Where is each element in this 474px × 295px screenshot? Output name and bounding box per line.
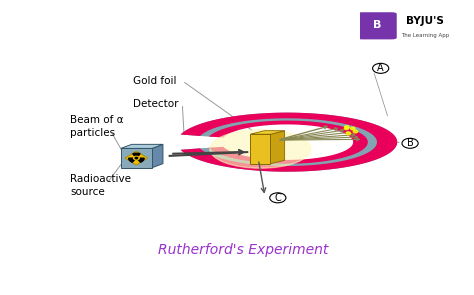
Text: B: B (373, 20, 381, 30)
FancyBboxPatch shape (357, 12, 397, 40)
Wedge shape (133, 153, 140, 158)
Circle shape (349, 127, 353, 130)
Text: B: B (407, 138, 413, 148)
Circle shape (348, 131, 353, 133)
Circle shape (135, 157, 137, 159)
Text: The Learning App: The Learning App (401, 33, 449, 38)
Polygon shape (209, 121, 368, 164)
Circle shape (134, 156, 139, 160)
Text: C: C (274, 193, 281, 203)
Polygon shape (121, 144, 163, 148)
Text: Beam of α
particles: Beam of α particles (70, 115, 124, 138)
Bar (121, 148, 152, 168)
Circle shape (346, 128, 350, 131)
Bar (250, 134, 271, 164)
Polygon shape (271, 131, 284, 164)
Wedge shape (137, 158, 144, 162)
Polygon shape (125, 151, 147, 165)
Text: A: A (377, 63, 384, 73)
Text: BYJU'S: BYJU'S (406, 16, 444, 26)
Polygon shape (181, 113, 397, 172)
Text: Radioactive
source: Radioactive source (70, 174, 131, 197)
Polygon shape (152, 144, 163, 168)
Circle shape (353, 131, 357, 134)
Ellipse shape (210, 130, 311, 168)
Text: Detector: Detector (133, 99, 178, 109)
Wedge shape (128, 158, 137, 162)
Circle shape (351, 131, 355, 134)
Text: Gold foil: Gold foil (133, 76, 176, 86)
Text: Rutherford's Experiment: Rutherford's Experiment (158, 243, 328, 257)
Polygon shape (250, 131, 284, 134)
Polygon shape (181, 113, 397, 172)
